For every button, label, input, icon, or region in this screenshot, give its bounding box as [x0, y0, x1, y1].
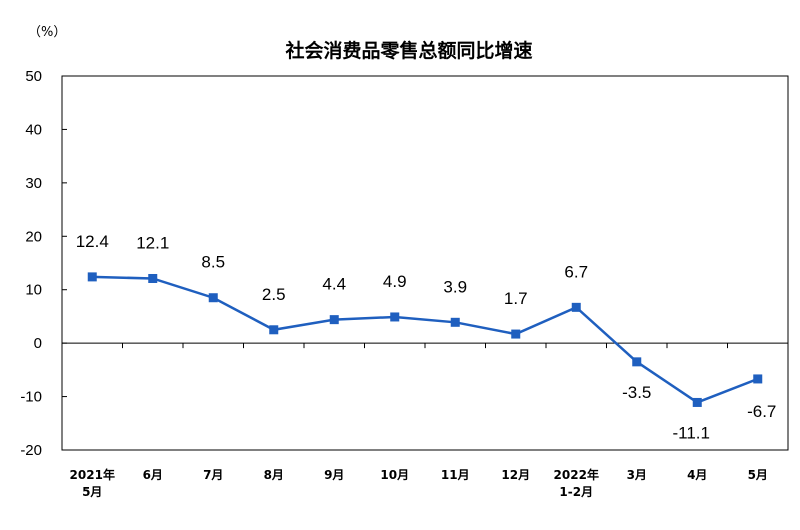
data-point [208, 293, 218, 303]
data-label: 4.4 [322, 275, 346, 294]
y-tick-label: 30 [25, 175, 42, 192]
x-axis: 2021年 5月 6月 7月 8月 9月 10月 11月 12月 2022年 1-2月 3月 4月 5月 [70, 343, 768, 499]
y-tick-label: 40 [25, 121, 42, 138]
data-label: 1.7 [504, 289, 528, 308]
data-point [511, 329, 521, 339]
x-tick-label: 5月 [748, 468, 768, 482]
data-label: 8.5 [201, 253, 225, 272]
data-label: 4.9 [383, 272, 407, 291]
x-tick-label: 1-2月 [559, 485, 593, 499]
y-tick-label: -10 [20, 389, 42, 406]
data-point [753, 374, 763, 384]
data-label: 12.4 [76, 232, 109, 251]
x-tick-label: 2022年 [554, 467, 599, 482]
x-tick-label: 3月 [627, 468, 647, 482]
x-tick-label: 2021年 [70, 467, 115, 482]
y-tick-label: 0 [34, 335, 42, 352]
data-label: 3.9 [443, 277, 467, 296]
x-tick-label: 4月 [687, 468, 707, 482]
data-point [390, 312, 400, 322]
x-tick-label: 9月 [324, 468, 344, 482]
x-tick-label: 12月 [501, 468, 530, 482]
y-tick-label: -20 [20, 442, 42, 459]
data-label: 2.5 [262, 285, 286, 304]
data-point [450, 317, 460, 327]
x-tick-label: 5月 [82, 485, 102, 499]
data-point [632, 357, 642, 367]
y-axis-unit: （%） [28, 25, 66, 40]
data-point [571, 302, 581, 312]
data-label: 12.1 [136, 233, 169, 252]
data-label: -3.5 [622, 383, 651, 402]
data-label: 6.7 [564, 262, 588, 281]
y-tick-label: 50 [25, 68, 42, 85]
chart-title: 社会消费品零售总额同比增速 [284, 39, 532, 62]
y-axis: 50 40 30 20 10 0 -10 -20 [20, 68, 67, 459]
data-label: -11.1 [673, 423, 711, 442]
x-tick-label: 11月 [441, 468, 470, 482]
data-labels: 12.4 12.1 8.5 2.5 4.4 4.9 3.9 1.7 6.7 -3.5 -11.1 -6… [76, 232, 777, 443]
y-tick-label: 10 [25, 282, 42, 299]
data-point [87, 272, 97, 282]
plot-area [61, 75, 789, 451]
data-point [692, 397, 702, 407]
x-tick-label: 7月 [203, 468, 223, 482]
x-tick-label: 8月 [264, 468, 284, 482]
y-tick-label: 20 [25, 228, 42, 245]
data-point [269, 325, 279, 335]
data-markers [87, 272, 763, 407]
data-point [148, 273, 158, 283]
series-line [92, 275, 759, 404]
data-point [329, 315, 339, 325]
data-label: -6.7 [747, 402, 776, 421]
x-tick-label: 10月 [380, 468, 409, 482]
x-tick-label: 6月 [143, 468, 163, 482]
